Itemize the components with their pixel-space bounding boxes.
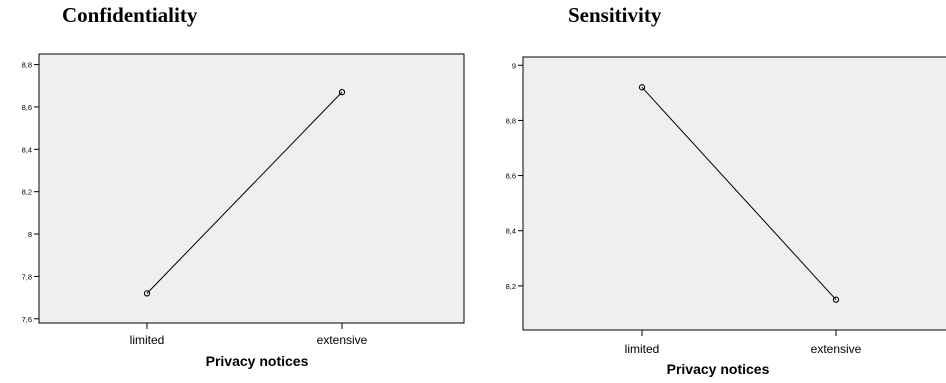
series-line (641, 86, 837, 301)
y-tick-label: 7,8 (22, 272, 32, 281)
chart-panel-sensitivity: Sensitivity 8,2 8,4 8,6 8,8 9 limited extensi… (506, 3, 946, 377)
series-line (146, 91, 343, 294)
y-tick-label: 8,4 (506, 227, 516, 236)
data-point (143, 290, 151, 297)
chart-panel-confidentiality: Confidentiality 7,6 7,8 8 8,2 8,4 8,6 8,8 limi… (22, 3, 465, 369)
x-axis: limited extensive (130, 323, 368, 347)
chart-title: Confidentiality (62, 3, 198, 27)
y-tick-label: 9 (512, 61, 516, 70)
y-axis: 8,2 8,4 8,6 8,8 9 (506, 61, 523, 291)
y-tick-label: 8,8 (22, 61, 32, 70)
chart-title: Sensitivity (568, 3, 662, 27)
x-tick-label: limited (130, 333, 165, 347)
y-axis: 7,6 7,8 8 8,2 8,4 8,6 8,8 (22, 61, 39, 324)
y-tick-label: 7,6 (22, 315, 32, 324)
y-tick-label: 8,6 (22, 103, 32, 112)
x-tick-label: limited (625, 342, 660, 356)
x-axis-label: Privacy notices (667, 361, 770, 377)
x-tick-label: extensive (317, 333, 368, 347)
y-tick-label: 8,2 (22, 188, 32, 197)
data-point (832, 296, 840, 303)
y-tick-label: 8,8 (506, 116, 516, 125)
series-layer (638, 84, 840, 303)
data-point (638, 84, 646, 91)
x-tick-label: extensive (811, 342, 862, 356)
plot-area (522, 56, 946, 331)
series-layer (143, 88, 346, 297)
data-point (338, 88, 346, 96)
y-tick-label: 8,2 (506, 282, 516, 291)
x-axis: limited extensive (625, 330, 862, 356)
y-tick-label: 8,4 (22, 145, 32, 154)
y-tick-label: 8,6 (506, 172, 516, 181)
y-tick-label: 8 (28, 230, 32, 239)
x-axis-label: Privacy notices (206, 353, 309, 369)
plot-area (38, 53, 465, 324)
